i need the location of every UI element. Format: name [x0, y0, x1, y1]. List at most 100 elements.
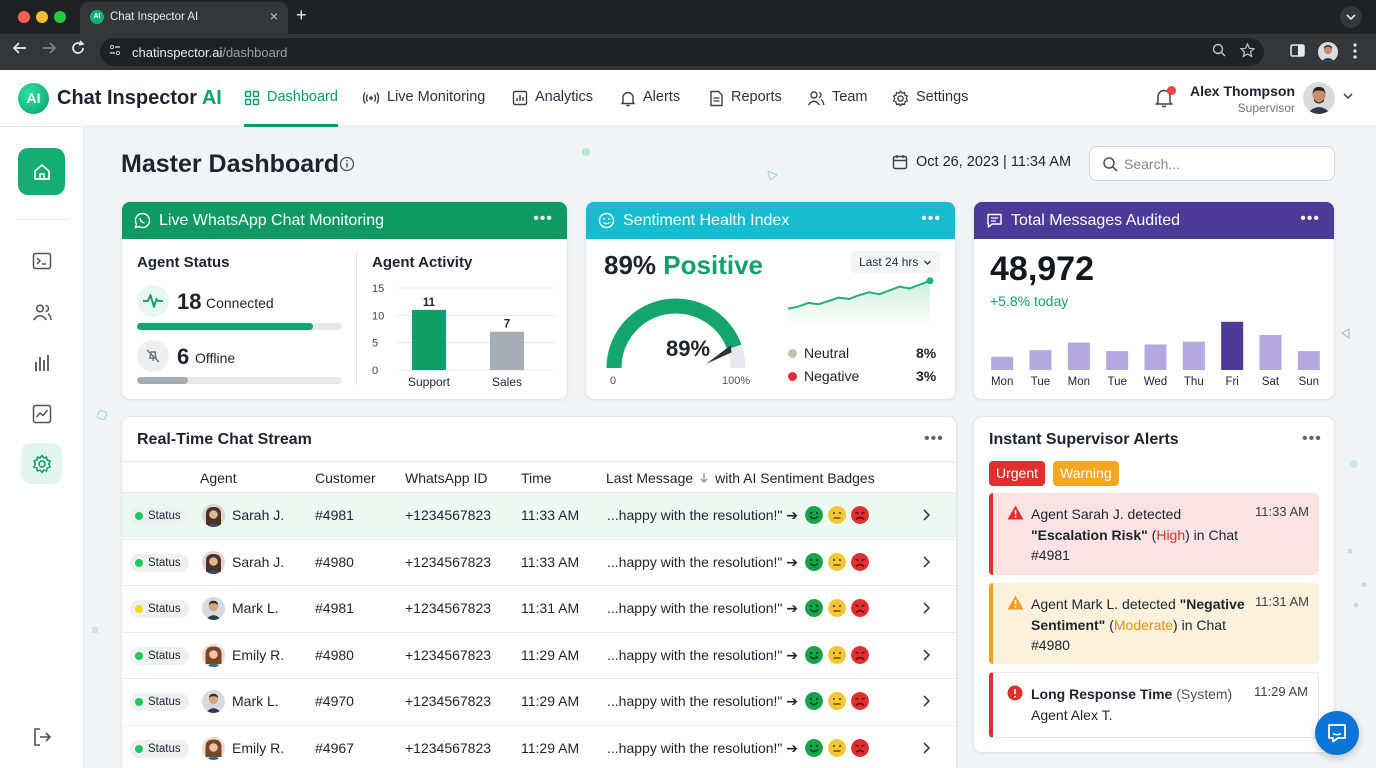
browser-menu-icon[interactable]: [1352, 42, 1358, 65]
nav-dashboard[interactable]: Dashboard: [244, 89, 338, 127]
profile-avatar[interactable]: [1318, 42, 1338, 62]
browser-tab[interactable]: AI Chat Inspector AI ×: [80, 2, 288, 34]
new-tab-icon[interactable]: +: [296, 5, 307, 25]
app-logo-text[interactable]: Chat Inspector AI: [57, 87, 222, 110]
alert-negative-sentiment[interactable]: Agent Mark L. detected "Negative Sentime…: [989, 583, 1319, 664]
close-window-button[interactable]: [18, 11, 30, 23]
agent-name: Emily R.: [232, 740, 285, 756]
table-row[interactable]: Status Emily R. #4967 +1234567823 11:29 AM..…: [122, 725, 956, 768]
last-message: ...happy with the resolution!" ➔: [607, 600, 799, 617]
alert-escalation-chat: ) in Chat #4981: [1031, 526, 1239, 564]
address-bar[interactable]: chatinspector.ai/dashboard: [100, 38, 1264, 66]
search-input[interactable]: [1124, 154, 1324, 174]
more-options-icon[interactable]: •••: [1302, 430, 1322, 447]
agent-name: Mark L.: [232, 693, 279, 710]
line-chart-icon: [32, 404, 52, 424]
last-message: ...happy with the resolution!" ➔: [607, 553, 799, 570]
url-host: chatinspector.ai: [132, 45, 223, 60]
pulse-icon: [143, 294, 163, 308]
logo-accent: AI: [201, 87, 222, 109]
page-title: Master Dashboard: [121, 150, 340, 178]
connected-status-icon: [137, 285, 169, 317]
nav-alerts[interactable]: Alerts: [620, 89, 680, 127]
back-icon[interactable]: [12, 40, 28, 61]
more-options-icon[interactable]: •••: [533, 210, 553, 227]
offline-count: 6: [177, 344, 190, 369]
chevron-right-icon[interactable]: [920, 694, 932, 708]
nav-reports[interactable]: Reports: [709, 89, 782, 127]
alert-escalation-text: Agent Sarah J. detected "Escalation Risk…: [1031, 504, 1251, 566]
filter-urgent-badge[interactable]: Urgent: [989, 461, 1046, 486]
favicon-icon: AI: [90, 10, 104, 24]
sidebar-item-team[interactable]: [20, 290, 64, 334]
table-row[interactable]: Status Mark L. #4970 +1234567823 11:29 AM...…: [122, 678, 956, 724]
column-whatsapp-id[interactable]: WhatsApp ID: [405, 470, 488, 486]
tab-search-button[interactable]: [1340, 6, 1362, 28]
maximize-window-button[interactable]: [54, 11, 66, 23]
nav-team[interactable]: Team: [807, 89, 867, 127]
messages-x-label: Tue: [1031, 376, 1050, 388]
agent-activity-title: Agent Activity: [372, 254, 473, 271]
nav-live-monitoring[interactable]: Live Monitoring: [362, 89, 485, 127]
chevron-right-icon[interactable]: [920, 741, 932, 755]
logout-icon: [34, 728, 52, 746]
column-time[interactable]: Time: [521, 470, 552, 486]
table-row[interactable]: Status Mark L. #4981 +1234567823 11:31 AM...…: [122, 585, 956, 631]
offline-status-icon: [137, 340, 169, 372]
sidebar-item-home[interactable]: [18, 148, 65, 195]
site-info-icon[interactable]: [108, 43, 122, 60]
bookmark-star-icon[interactable]: [1239, 42, 1256, 61]
filter-warning-badge[interactable]: Warning: [1053, 461, 1119, 486]
zoom-icon[interactable]: [1212, 43, 1226, 60]
status-badge: Status: [130, 740, 189, 758]
tab-title: Chat Inspector AI: [110, 11, 199, 23]
more-options-icon[interactable]: •••: [1300, 210, 1320, 227]
tab-close-icon[interactable]: ×: [269, 8, 278, 24]
table-row[interactable]: Status Emily R. #4980 +1234567823 11:29 AM..…: [122, 631, 956, 678]
sentiment-badges: [805, 552, 869, 571]
chevron-right-icon[interactable]: [920, 508, 932, 522]
chevron-right-icon[interactable]: [920, 648, 932, 662]
more-options-icon[interactable]: •••: [921, 210, 941, 227]
chevron-down-icon[interactable]: [1342, 90, 1354, 102]
agent-avatar: [202, 690, 225, 714]
messages-bar: [1259, 335, 1282, 370]
alert-escalation-risk[interactable]: Agent Sarah J. detected "Escalation Risk…: [989, 493, 1319, 575]
sidebar-item-settings[interactable]: [21, 443, 62, 484]
info-icon[interactable]: [339, 156, 355, 172]
search-box[interactable]: [1089, 146, 1335, 181]
sidepanel-icon[interactable]: [1290, 43, 1305, 63]
more-options-icon[interactable]: •••: [924, 430, 944, 447]
column-customer[interactable]: Customer: [315, 470, 376, 486]
user-avatar[interactable]: [1303, 82, 1335, 114]
alert-long-response[interactable]: Long Response Time (System) Agent Alex T.…: [989, 672, 1319, 738]
chevron-right-icon[interactable]: [920, 601, 932, 615]
table-row[interactable]: Status Sarah J. #4981 +1234567823 11:33 AM..…: [122, 492, 956, 538]
reload-icon[interactable]: [70, 40, 86, 61]
column-last-message[interactable]: Last Message with AI Sentiment Badges: [606, 470, 875, 486]
connected-label: Connected: [206, 295, 274, 311]
whatsapp-id: +1234567823: [405, 740, 492, 756]
legend-neutral-label: Neutral: [804, 345, 850, 361]
notifications-button[interactable]: [1154, 86, 1176, 109]
time-range-select[interactable]: Last 24 hrs: [851, 251, 941, 273]
nav-analytics[interactable]: Analytics: [512, 89, 593, 127]
column-agent[interactable]: Agent: [200, 470, 237, 486]
sidebar-item-trends[interactable]: [20, 392, 64, 436]
sidebar-item-analytics[interactable]: [20, 341, 64, 385]
support-chat-button[interactable]: [1315, 711, 1359, 755]
happy-face-icon: [805, 552, 823, 571]
messages-x-label: Fri: [1225, 376, 1238, 388]
chevron-right-icon[interactable]: [920, 555, 932, 569]
legend-negative: Negative: [788, 368, 859, 384]
table-row[interactable]: Status Sarah J. #4980 +1234567823 11:33 AM..…: [122, 538, 956, 585]
legend-neutral-dot: [788, 348, 797, 358]
sidebar-item-console[interactable]: [20, 239, 64, 283]
messages-bar: [1297, 351, 1320, 370]
nav-settings[interactable]: Settings: [892, 89, 968, 127]
sidebar-item-logout[interactable]: [20, 715, 64, 759]
forward-icon[interactable]: [41, 40, 57, 61]
minimize-window-button[interactable]: [36, 11, 48, 23]
users-icon: [807, 91, 825, 106]
message-icon: [987, 213, 1002, 228]
